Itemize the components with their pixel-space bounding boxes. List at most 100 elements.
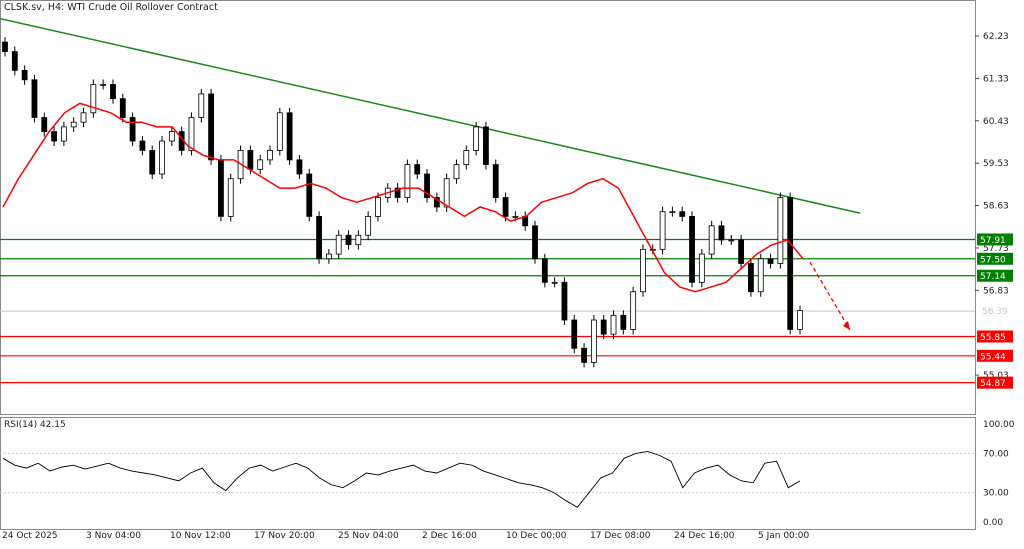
candle: [149, 150, 156, 175]
rsi-tick-label: 70.00: [983, 449, 1009, 459]
candle: [198, 93, 205, 118]
candle: [51, 131, 57, 142]
time-axis-label: 2 Dec 16:00: [422, 531, 477, 541]
level-label: 55.85: [980, 333, 1006, 343]
candle: [630, 291, 637, 330]
candle: [640, 248, 646, 293]
rsi-pane-border: [0, 417, 976, 530]
candle: [335, 234, 342, 255]
candle: [70, 121, 77, 128]
candle: [541, 258, 548, 283]
time-axis-label: 17 Nov 20:00: [254, 531, 315, 541]
candle: [767, 258, 774, 264]
time-axis-label: 24 Oct 2025: [2, 531, 58, 541]
candle: [247, 150, 254, 170]
chart-title: CLSK.sv, H4: WTI Crude Oil Rollover Cont…: [4, 2, 218, 13]
candle: [718, 225, 725, 241]
candle: [757, 258, 764, 293]
candle: [21, 69, 28, 81]
rsi-label: RSI(14) 42.15: [4, 420, 66, 430]
price-tick-label: 62.23: [983, 32, 1009, 42]
level-label: 55.44: [980, 352, 1006, 362]
time-axis-label: 3 Nov 04:00: [86, 531, 141, 541]
candle: [424, 173, 430, 198]
time-axis-label: 10 Dec 00:00: [506, 531, 567, 541]
candle: [620, 314, 627, 330]
time-axis-label: 25 Nov 04:00: [338, 531, 399, 541]
candle: [296, 159, 303, 175]
candle: [679, 211, 686, 217]
time-axis-label: 10 Nov 12:00: [170, 531, 231, 541]
price-tick-label: 59.53: [983, 159, 1009, 169]
candle: [218, 159, 224, 217]
candle: [276, 112, 283, 151]
candle: [610, 314, 617, 335]
price-tick-label: 57.73: [983, 244, 1009, 254]
level-tag: [977, 376, 1013, 389]
candle: [581, 347, 587, 363]
level-label: 57.14: [980, 272, 1006, 282]
price-tick-label: 61.33: [983, 74, 1009, 84]
candle: [404, 164, 411, 198]
rsi-tick-label: 100.00: [983, 420, 1015, 430]
candle: [532, 225, 538, 260]
candle: [689, 215, 695, 283]
price-tick-label: 58.63: [983, 202, 1009, 212]
candle: [590, 319, 597, 363]
candle: [31, 79, 38, 118]
trendline: [0, 17, 861, 214]
candle: [453, 164, 460, 180]
candle: [394, 187, 401, 198]
candle: [316, 215, 322, 260]
candle: [159, 140, 165, 175]
candle: [306, 173, 313, 217]
candle: [11, 51, 18, 71]
candle: [129, 117, 136, 142]
level-tag: [977, 233, 1013, 246]
candle: [797, 310, 803, 330]
candle: [188, 117, 195, 151]
candle: [433, 197, 440, 208]
candle: [738, 239, 745, 264]
candle: [2, 41, 8, 52]
time-axis-label: 17 Dec 08:00: [590, 531, 651, 541]
level-label: 57.50: [980, 255, 1006, 265]
candle: [119, 98, 126, 118]
price-tick-label: 60.43: [983, 117, 1009, 127]
candle: [267, 150, 273, 161]
candle: [139, 140, 146, 151]
candle: [659, 211, 666, 250]
candle: [257, 159, 264, 170]
candle: [483, 126, 489, 165]
candle: [669, 211, 676, 214]
rsi-tick-label: 0.00: [983, 518, 1003, 528]
candle: [90, 84, 97, 114]
candle: [345, 234, 352, 246]
candle: [777, 197, 784, 264]
time-axis-label: 5 Jan 00:00: [758, 531, 810, 541]
candle: [208, 93, 215, 161]
candle: [168, 131, 175, 142]
forecast-arrow: [809, 261, 851, 331]
level-tag: [977, 330, 1013, 343]
candle: [512, 215, 519, 218]
candle: [463, 150, 470, 165]
current-price-tag: [977, 305, 1015, 318]
candle: [365, 215, 372, 236]
candle: [443, 178, 450, 208]
main-pane-border: [0, 0, 976, 415]
candle: [227, 178, 234, 217]
candle: [561, 281, 568, 321]
level-tag: [977, 349, 1013, 362]
candle: [600, 319, 607, 335]
candle: [414, 164, 421, 175]
current-price-label: 56.39: [982, 307, 1008, 317]
candle: [728, 239, 735, 242]
candle: [698, 253, 705, 283]
candle: [325, 253, 332, 260]
level-tag: [977, 269, 1013, 282]
price-tick-label: 56.83: [983, 286, 1009, 296]
price-tick-label: 55.03: [983, 371, 1009, 381]
